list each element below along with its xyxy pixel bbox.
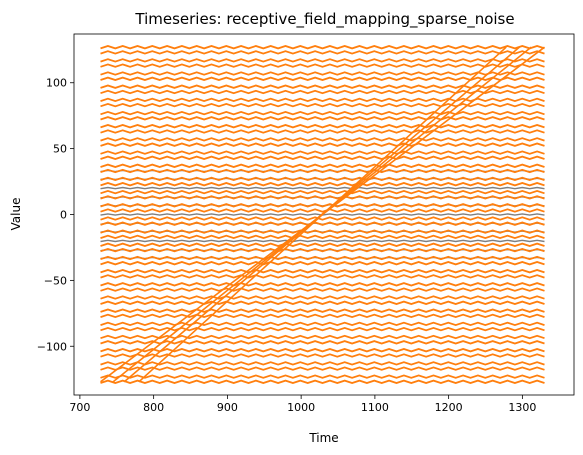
series-1-trace-11: [100, 308, 545, 313]
series-0-trace-2: [100, 239, 545, 243]
series-1-trace-44: [100, 89, 545, 95]
series-1: [100, 45, 545, 384]
series-1-trace-27: [100, 203, 545, 208]
x-tick-label-5: 1200: [435, 401, 463, 414]
series-1-trace-16: [100, 274, 545, 279]
series-1-trace-28: [100, 195, 545, 200]
series-1-trace-43: [100, 97, 545, 103]
series-1-trace-22: [100, 234, 545, 240]
series-1-trace-40: [100, 116, 545, 121]
x-tick-label-4: 1100: [361, 401, 389, 414]
x-tick-label-0: 700: [69, 401, 90, 414]
series-1-trace-36: [100, 142, 545, 147]
series-0-trace-8: [100, 186, 545, 190]
series-1-trace-19: [100, 255, 545, 261]
series-1-trace-34: [100, 155, 545, 160]
series-1-trace-17: [100, 269, 545, 274]
series-1-trace-38: [100, 129, 545, 134]
series-1-trace-39: [100, 124, 545, 129]
series-1-trace-30: [100, 182, 545, 187]
series-1-trace-37: [100, 137, 545, 142]
series-1-trace-5: [100, 348, 545, 353]
y-tick-label-4: 100: [46, 77, 67, 90]
series-1-trace-15: [100, 282, 545, 287]
series-1-trace-23: [100, 229, 545, 234]
series-1-trace-14: [100, 287, 545, 292]
series-1-trace-6: [100, 340, 545, 345]
series-1-trace-29: [100, 189, 545, 195]
x-axis-label: Time: [308, 431, 338, 445]
y-axis-label: Value: [9, 198, 23, 231]
series-1-trace-12: [100, 300, 545, 305]
series-1-trace-51: [100, 45, 545, 50]
series-1-trace-0: [100, 379, 545, 384]
y-tick-label-0: −100: [37, 340, 67, 353]
series-1-trace-8: [100, 326, 545, 332]
y-tick-label-3: 50: [53, 143, 67, 156]
series-1-trace-42: [100, 102, 545, 108]
series-1-trace-24: [100, 221, 545, 226]
series-1-trace-21: [100, 242, 545, 247]
x-axis: 700 800 900 1000 1100 1200 1300: [69, 395, 536, 414]
series-1-trace-31: [100, 176, 545, 182]
series-1-trace-32: [100, 168, 545, 174]
series-1-trace-13: [100, 295, 545, 300]
series-1-trace-3: [100, 361, 545, 366]
series-1-trace-26: [100, 208, 545, 213]
series-1-trace-4: [100, 353, 545, 358]
series-1-trace-50: [100, 50, 545, 55]
series-1-trace-18: [100, 261, 545, 266]
y-axis: −100 −50 0 50 100: [37, 77, 74, 353]
series-1-trace-47: [100, 71, 545, 76]
x-tick-label-2: 900: [217, 401, 238, 414]
x-tick-label-3: 1000: [287, 401, 315, 414]
series-1-trace-33: [100, 163, 545, 168]
series-1-diagonal-3: [138, 46, 507, 383]
series-1-trace-25: [100, 216, 545, 221]
series-1-trace-41: [100, 110, 545, 116]
series-1-trace-2: [100, 366, 545, 371]
series-1-trace-20: [100, 247, 545, 253]
series-1-trace-10: [100, 313, 545, 319]
y-tick-label-2: 0: [60, 209, 67, 222]
x-tick-label-6: 1300: [508, 401, 536, 414]
chart-title: Timeseries: receptive_field_mapping_spar…: [134, 10, 514, 29]
series-1-trace-49: [100, 58, 545, 63]
x-tick-label-1: 800: [143, 401, 164, 414]
series-1-trace-1: [100, 374, 545, 379]
series-layer: [100, 45, 545, 384]
series-1-trace-48: [100, 63, 545, 68]
y-tick-label-1: −50: [44, 274, 67, 287]
series-1-trace-35: [100, 150, 545, 155]
